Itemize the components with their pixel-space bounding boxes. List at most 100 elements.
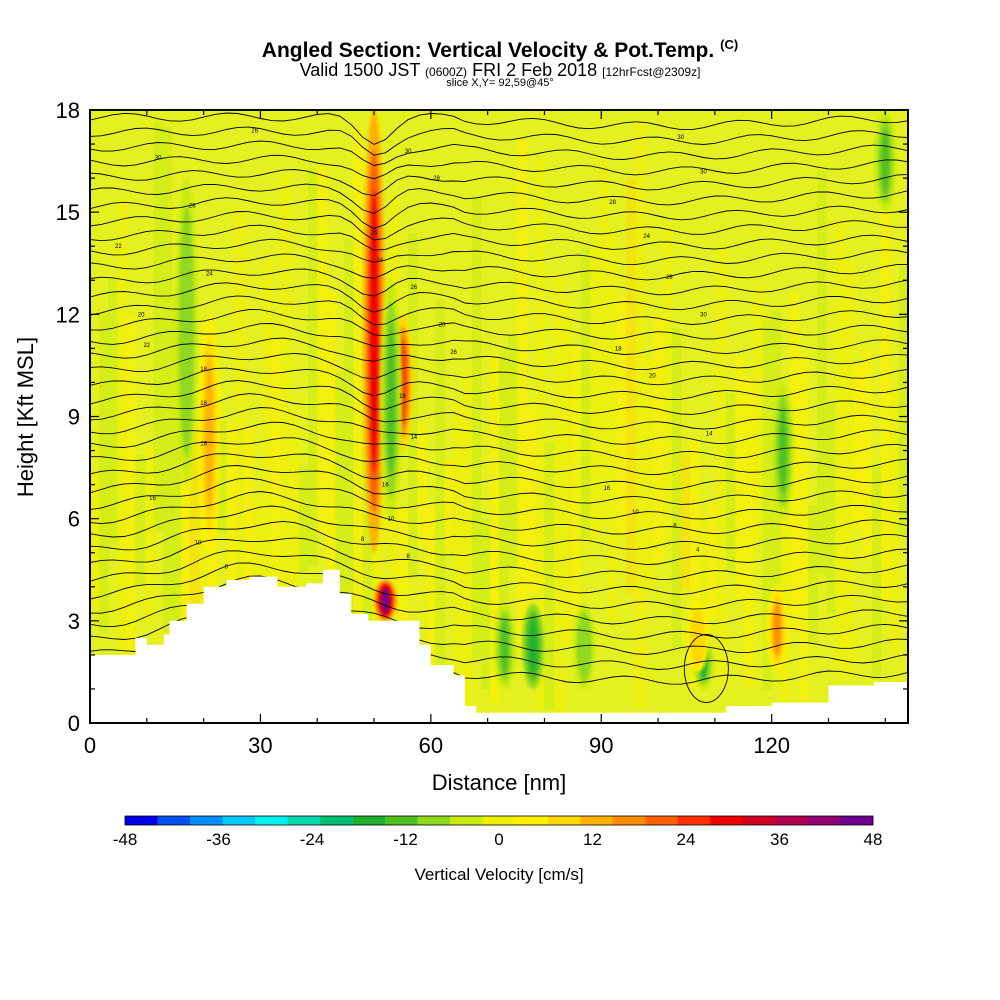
isentrope-line — [90, 520, 908, 566]
updraft-core — [370, 189, 379, 474]
isentrope-label: 4 — [696, 547, 700, 553]
colorbar-swatch — [417, 816, 451, 825]
velocity-streak — [235, 208, 246, 641]
isentrope-label: 26 — [450, 350, 457, 356]
isentrope-line — [90, 437, 908, 475]
velocity-streak — [826, 404, 836, 614]
colorbar-swatch — [677, 816, 711, 825]
y-tick-label: 15 — [56, 200, 80, 225]
isentrope-label: 10 — [195, 541, 202, 547]
velocity-streak — [135, 454, 146, 586]
isentrope-line — [90, 491, 908, 535]
plot-area: 26 30 28 22 24 20 22 18 18 16 16 10 8 30 28 26 24 26 20 26 1… — [90, 110, 918, 723]
isentrope-line — [90, 421, 908, 461]
isentrope-label: 18 — [399, 394, 406, 400]
velocity-streak — [626, 179, 636, 594]
colorbar-swatch — [287, 816, 321, 825]
isentrope-label: 16 — [604, 486, 611, 492]
chart-title-unit: (C) — [720, 37, 739, 52]
colorbar-tick-label: 36 — [770, 830, 789, 849]
velocity-streak — [862, 350, 873, 559]
velocity-streak — [835, 219, 845, 676]
isentrope-line — [90, 154, 908, 180]
downdraft-core — [881, 128, 890, 194]
velocity-streak — [226, 422, 236, 627]
velocity-streak — [308, 167, 318, 567]
isentrope-label: 22 — [143, 343, 150, 349]
velocity-streak — [508, 334, 518, 569]
velocity-streak — [108, 277, 118, 544]
colorbar-swatch — [255, 816, 288, 825]
colorbar-tick-label: 12 — [583, 830, 602, 849]
velocity-streak — [844, 262, 854, 677]
velocity-streak — [908, 406, 918, 579]
velocity-streak — [499, 349, 509, 626]
isentrope-label: 16 — [149, 496, 156, 502]
isentrope-label: 28 — [666, 275, 673, 281]
isentrope-line — [90, 183, 908, 214]
velocity-streak — [608, 231, 618, 622]
isentrope-label: 8 — [406, 554, 410, 560]
x-tick-label: 60 — [419, 733, 443, 758]
velocity-streak — [90, 471, 100, 609]
velocity-streak — [553, 273, 564, 717]
valid-forecast: [12hrFcst@2309z] — [602, 65, 701, 79]
velocity-streak — [153, 122, 164, 532]
isentrope-label: 30 — [677, 135, 684, 141]
isentrope-label: 30 — [405, 149, 412, 155]
isentrope-label: 18 — [615, 346, 622, 352]
velocity-streak — [271, 339, 282, 657]
velocity-streak — [689, 436, 700, 689]
updraft-core — [773, 602, 782, 657]
isentrope-label: 26 — [371, 231, 378, 237]
isentrope-line — [90, 352, 908, 386]
isentrope-line — [90, 477, 908, 520]
isentrope-line — [90, 238, 908, 266]
velocity-streak — [326, 292, 336, 593]
terrain-mask — [90, 569, 908, 723]
velocity-streak — [189, 423, 200, 632]
velocity-streak — [789, 292, 800, 630]
downdraft-core — [500, 619, 509, 674]
colorbar-frame — [124, 815, 874, 826]
isentrope-label: 30 — [700, 169, 707, 175]
chart-title: Angled Section: Vertical Velocity & Pot.… — [0, 37, 1000, 63]
updraft-core — [381, 587, 390, 614]
velocity-streak — [735, 357, 745, 601]
velocity-streak — [571, 346, 582, 616]
isentrope-line — [90, 295, 908, 326]
velocity-streak — [489, 353, 500, 706]
colorbar-swatch — [742, 816, 776, 825]
isentrope-label: 28 — [433, 176, 440, 182]
isentrope-line — [90, 407, 908, 445]
isentrope-label: 20 — [649, 374, 656, 380]
isentrope-line — [90, 393, 908, 430]
velocity-streak — [617, 295, 627, 537]
isentrope-line — [90, 465, 908, 505]
velocity-field-features — [175, 110, 897, 689]
velocity-streak — [353, 127, 364, 669]
colorbar-swatch — [190, 816, 223, 825]
isentrope-line — [90, 380, 908, 415]
y-tick-label: 12 — [56, 302, 80, 327]
colorbar-tick-label: 24 — [677, 830, 696, 849]
colorbar-swatch — [807, 816, 841, 825]
downdraft-core — [182, 233, 191, 430]
colorbar-tick-label: -12 — [393, 830, 418, 849]
closed-contour — [683, 634, 729, 703]
chart-valid-time: Valid 1500 JST (0600Z) FRI 2 Feb 2018 [1… — [0, 60, 1000, 81]
colorbar-tick-label: 48 — [864, 830, 883, 849]
isentrope-line — [90, 550, 908, 595]
colorbar-swatch — [222, 816, 256, 825]
velocity-streak — [744, 378, 754, 687]
downdraft-core — [580, 619, 589, 674]
x-tick-label: 30 — [248, 733, 272, 758]
colorbar-swatch — [157, 816, 191, 825]
colorbar-tick-label: 0 — [494, 830, 503, 849]
velocity-streak — [708, 504, 718, 618]
velocity-streak — [726, 393, 736, 572]
velocity-streak — [162, 128, 173, 633]
velocity-streak — [180, 449, 191, 666]
velocity-streak — [544, 442, 555, 710]
